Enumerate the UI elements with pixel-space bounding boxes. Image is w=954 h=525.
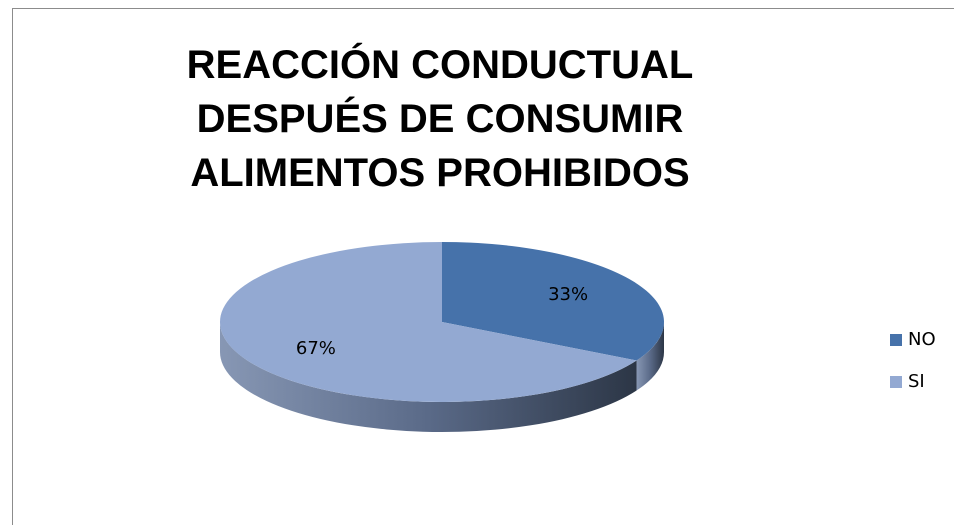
chart-title: REACCIÓN CONDUCTUAL DESPUÉS DE CONSUMIR … (186, 43, 694, 195)
pie-side (636, 322, 664, 391)
data-label: 67% (296, 338, 336, 359)
legend-swatch (890, 376, 902, 388)
legend-label: SI (908, 371, 925, 392)
legend-swatch (890, 334, 902, 346)
pie-side (220, 322, 637, 433)
data-label: 33% (548, 284, 588, 305)
pie-slice (219, 242, 637, 403)
pie-slice (442, 242, 664, 361)
chart-border (12, 8, 954, 525)
legend-label: NO (908, 329, 936, 350)
